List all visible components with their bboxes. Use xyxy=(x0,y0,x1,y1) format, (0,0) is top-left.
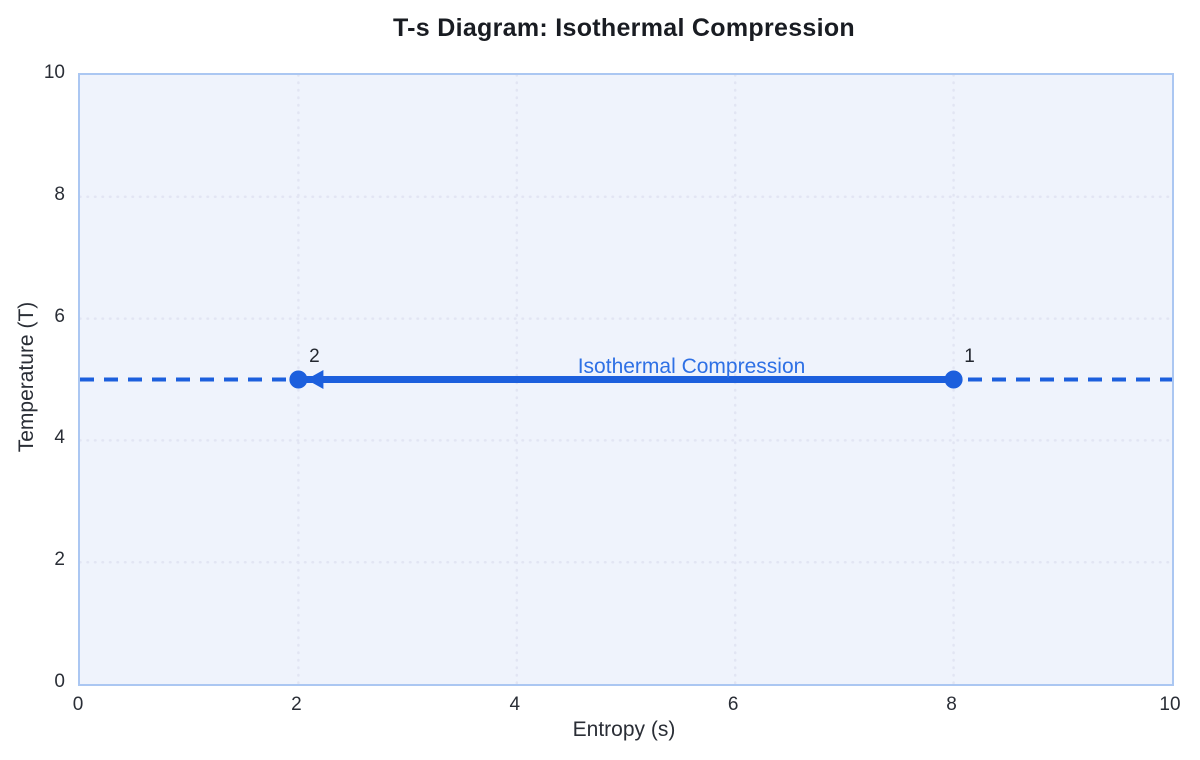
annotation-2: 2 xyxy=(309,345,320,367)
y-tick-label: 10 xyxy=(43,62,65,83)
x-tick-label: 0 xyxy=(72,694,84,715)
y-tick-label: 8 xyxy=(54,183,65,205)
y-tick-label: 4 xyxy=(54,427,65,449)
y-tick-label: 0 xyxy=(54,671,65,692)
x-tick-label: 6 xyxy=(727,694,739,715)
arrowhead xyxy=(306,370,324,389)
x-tick-label: 2 xyxy=(291,694,302,715)
x-tick-label: 4 xyxy=(509,694,521,715)
y-axis-title: Temperature (T) xyxy=(15,301,38,453)
y-tick-label: 2 xyxy=(54,549,65,571)
x-tick-label: 10 xyxy=(1159,694,1181,715)
x-axis-title: Entropy (s) xyxy=(572,718,676,741)
state-point-marker xyxy=(289,370,308,389)
plot-area: 1 2 Isothermal Compression xyxy=(78,73,1174,686)
state-point-marker xyxy=(944,370,963,389)
annotation-1: 1 xyxy=(964,345,975,367)
y-tick-label: 6 xyxy=(54,305,65,327)
chart-title: T-s Diagram: Isothermal Compression xyxy=(392,14,855,42)
plot-svg xyxy=(80,75,1172,684)
annotation-isothermal-compression: Isothermal Compression xyxy=(577,354,806,378)
x-tick-label: 8 xyxy=(946,694,957,715)
